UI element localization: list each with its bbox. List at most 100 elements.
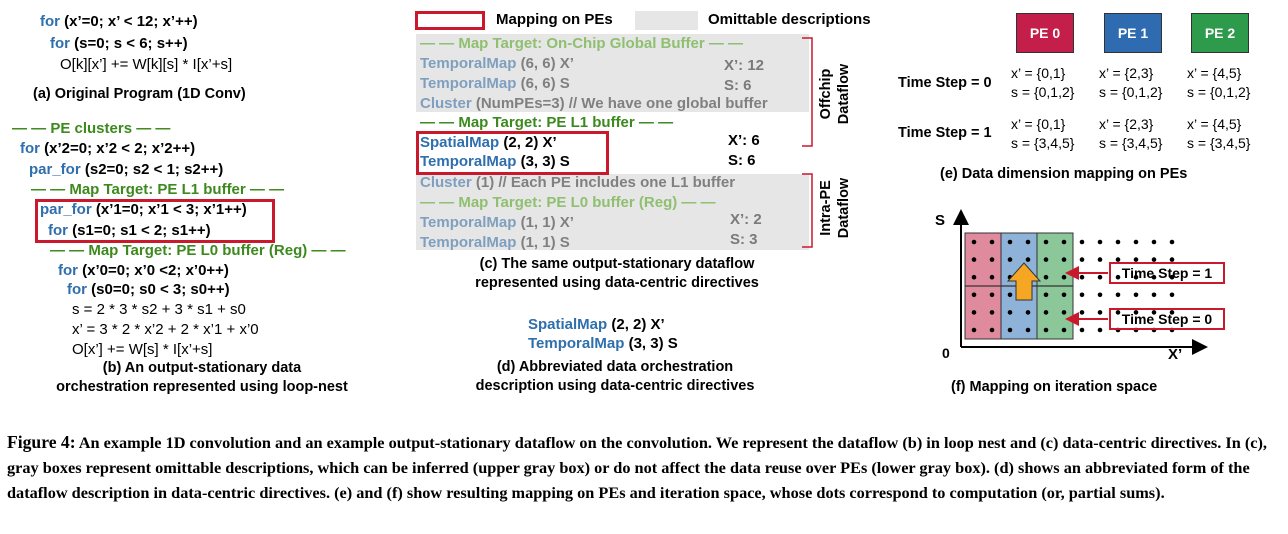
computation-dot: [1061, 327, 1067, 333]
computation-dot: [1115, 257, 1121, 262]
computation-dot: [1097, 274, 1103, 280]
computation-dot: [1079, 257, 1085, 262]
computation-dot: [1025, 310, 1031, 315]
directive-note: X’: 2: [730, 211, 762, 228]
directive-row: SpatialMap (2, 2) X’: [420, 134, 557, 151]
directive-note: X’: 6: [728, 132, 760, 149]
directive-note: S: 6: [724, 77, 752, 94]
code-line: for (s0=0; s0 < 3; s0++): [67, 281, 230, 298]
code-line: for (s=0; s < 6; s++): [50, 35, 188, 52]
computation-dot: [1115, 292, 1121, 298]
computation-dot: [971, 292, 977, 298]
computation-dot: [1007, 292, 1013, 298]
upper-omittable-box: [416, 34, 809, 112]
computation-dot: [1079, 274, 1085, 280]
computation-dot: [989, 239, 995, 245]
computation-dot: [1043, 274, 1049, 280]
pe-clusters-label: — — PE clusters — —: [12, 120, 171, 137]
code-line: for (x’=0; x’ < 12; x’++): [40, 13, 198, 30]
code-line: O[k][x’] += W[k][s] * I[x’+s]: [60, 56, 233, 73]
code-line: for (x’0=0; x’0 <2; x’0++): [58, 262, 229, 279]
mapping-highlight-box: [416, 131, 609, 175]
computation-dot: [971, 257, 977, 262]
legend-mapping-swatch: [415, 11, 485, 30]
map-target-l1: — — Map Target: PE L1 buffer — —: [420, 114, 674, 131]
computation-dot: [1169, 274, 1175, 280]
code-line: x’ = 3 * 2 * x’2 + 2 * x’1 + x’0: [72, 321, 259, 338]
code-line: s = 2 * 3 * s2 + 3 * s1 + s0: [72, 301, 246, 318]
figure-caption: Figure 4: An example 1D convolution and …: [7, 432, 1267, 502]
code-line: par_for (x’1=0; x’1 < 3; x’1++): [40, 201, 247, 218]
computation-dot: [1169, 239, 1175, 245]
intra-pe-dataflow-label: Intra-PE Dataflow: [818, 177, 852, 239]
lower-omittable-box: [416, 174, 809, 250]
directive-note: S: 3: [730, 231, 758, 248]
computation-dot: [971, 310, 977, 315]
pe-2-box: PE 2: [1191, 13, 1249, 53]
map-target-l1: — — Map Target: PE L1 buffer — —: [31, 181, 285, 198]
time-step-0-box: Time Step = 0: [1109, 308, 1225, 330]
directive-row: TemporalMap (3, 3) S: [420, 153, 570, 170]
computation-dot: [1061, 257, 1067, 262]
map-target-l0: — — Map Target: PE L0 buffer (Reg) — —: [420, 194, 716, 211]
code-line: for (x’2=0; x’2 < 2; x’2++): [20, 140, 196, 157]
computation-dot: [1043, 292, 1049, 298]
panel-b-caption: (b) An output-stationary data orchestrati…: [56, 360, 348, 395]
computation-dot: [1079, 310, 1085, 315]
computation-dot: [1061, 310, 1067, 315]
computation-dot: [1061, 239, 1067, 245]
computation-dot: [989, 327, 995, 333]
computation-dot: [971, 274, 977, 280]
computation-dot: [1115, 239, 1121, 245]
panel-f-caption: (f) Mapping on iteration space: [951, 379, 1158, 395]
computation-dot: [989, 310, 995, 315]
pe-1-box: PE 1: [1104, 13, 1162, 53]
computation-dot: [1025, 327, 1031, 333]
pe-2-step-0: x’ = {4,5} s = {0,1,2}: [1187, 65, 1251, 100]
legend-omittable-label: Omittable descriptions: [708, 11, 871, 28]
computation-dot: [1151, 239, 1157, 245]
computation-dot: [1097, 239, 1103, 245]
mapping-highlight-box: [35, 199, 275, 243]
iteration-space-plot: [953, 209, 1208, 355]
computation-dot: [989, 257, 995, 262]
directive-row: Cluster (1) // Each PE includes one L1 b…: [420, 174, 736, 191]
directive-note: S: 6: [728, 152, 756, 169]
computation-dot: [1169, 310, 1175, 315]
pe-0-step-0: x’ = {0,1} s = {0,1,2}: [1011, 65, 1075, 100]
computation-dot: [1097, 310, 1103, 315]
computation-dot: [1151, 292, 1157, 298]
computation-dot: [971, 239, 977, 245]
code-line: par_for (s2=0; s2 < 1; s2++): [29, 161, 224, 178]
computation-dot: [1043, 327, 1049, 333]
origin-label: 0: [942, 345, 950, 361]
computation-dot: [1079, 239, 1085, 245]
computation-dot: [1097, 327, 1103, 333]
computation-dot: [1169, 257, 1175, 262]
code-line: for (s1=0; s1 < 2; s1++): [48, 222, 211, 239]
directive-row: Cluster (NumPEs=3) // We have one global…: [420, 95, 768, 112]
computation-dot: [971, 327, 977, 333]
computation-dot: [1025, 239, 1031, 245]
s-axis-label: S: [935, 212, 946, 229]
directive-row: TemporalMap (1, 1) S: [420, 234, 570, 251]
pe-0-step-1: x’ = {0,1} s = {3,4,5}: [1011, 116, 1075, 151]
panel-a-caption: (a) Original Program (1D Conv): [33, 86, 246, 102]
computation-dot: [1133, 310, 1139, 315]
computation-dot: [1133, 239, 1139, 245]
directive-row: TemporalMap (3, 3) S: [528, 335, 678, 352]
panel-c-caption: (c) The same output-stationary dataflow r…: [475, 256, 759, 291]
panel-e-caption: (e) Data dimension mapping on PEs: [940, 166, 1188, 182]
computation-dot: [1151, 310, 1157, 315]
computation-dot: [989, 292, 995, 298]
computation-dot: [1115, 274, 1121, 280]
panel-d-caption: (d) Abbreviated data orchestration descri…: [475, 359, 755, 394]
directive-row: TemporalMap (1, 1) X’: [420, 214, 574, 231]
computation-dot: [989, 274, 995, 280]
time-step-1-label: Time Step = 1: [898, 125, 992, 141]
computation-dot: [1079, 292, 1085, 298]
computation-dot: [1097, 292, 1103, 298]
computation-dot: [1007, 327, 1013, 333]
pe-1-step-1: x’ = {2,3} s = {3,4,5}: [1099, 116, 1163, 151]
computation-dot: [1061, 274, 1067, 280]
